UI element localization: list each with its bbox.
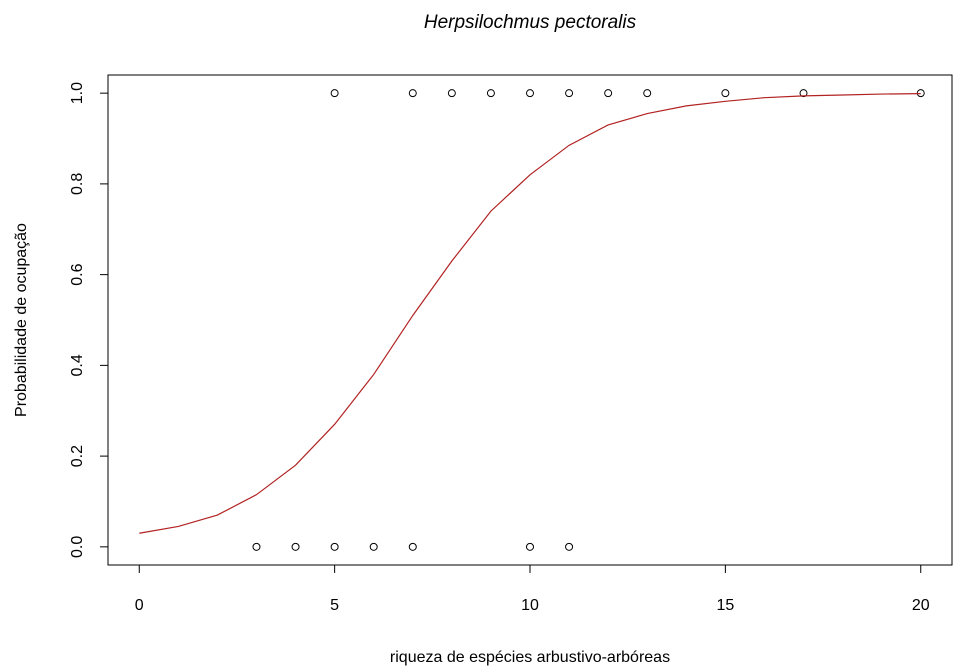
point bbox=[565, 89, 574, 98]
y-tick-label: 1.0 bbox=[69, 82, 86, 104]
y-tick-label: 0.4 bbox=[69, 354, 86, 376]
point bbox=[799, 89, 808, 98]
curve bbox=[139, 93, 921, 534]
chart-title: Herpsilochmus pectoralis bbox=[424, 12, 637, 33]
point bbox=[604, 89, 613, 98]
point bbox=[408, 542, 417, 551]
y-axis-label: Probabilidade de ocupação bbox=[13, 223, 30, 417]
point bbox=[408, 89, 417, 98]
x-axis-label: riqueza de espécies arbustivo-arbóreas bbox=[390, 649, 670, 666]
point bbox=[526, 89, 534, 98]
y-tick-label: 0.0 bbox=[69, 536, 86, 558]
point bbox=[565, 542, 574, 551]
x-tick-label: 5 bbox=[330, 597, 339, 614]
point bbox=[721, 89, 730, 98]
x-tick-label: 15 bbox=[716, 597, 734, 614]
point bbox=[447, 89, 456, 98]
x-tick-label: 20 bbox=[912, 597, 930, 614]
point bbox=[526, 542, 534, 551]
point bbox=[252, 542, 261, 551]
point bbox=[369, 542, 378, 551]
y-tick-label: 0.8 bbox=[69, 173, 86, 195]
y-tick-label: 0.6 bbox=[69, 263, 86, 285]
point bbox=[330, 89, 339, 98]
point bbox=[291, 542, 300, 551]
x-tick-label: 10 bbox=[521, 597, 539, 614]
y-tick-label: 0.2 bbox=[69, 445, 86, 467]
point bbox=[486, 89, 495, 98]
point bbox=[330, 542, 339, 551]
point bbox=[643, 89, 652, 98]
x-tick-label: 0 bbox=[135, 597, 144, 614]
